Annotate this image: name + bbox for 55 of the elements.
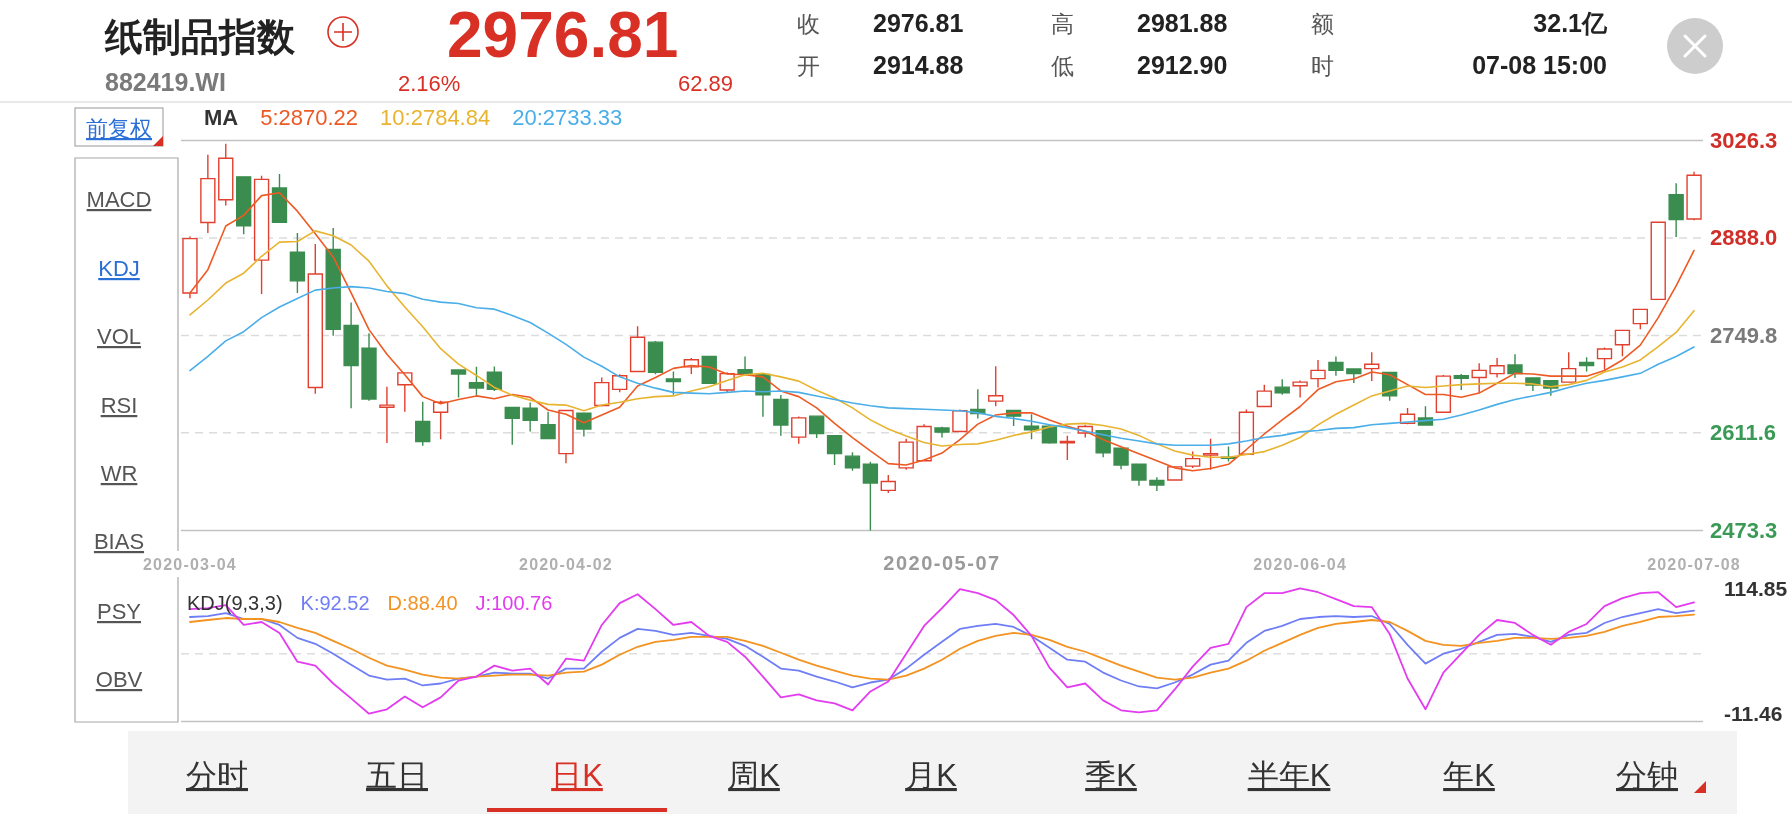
chart-title: 纸制品指数: [104, 16, 296, 58]
series-label: K:92.52: [300, 592, 370, 615]
y-tick-label: 3026.3: [1710, 127, 1778, 153]
text: RSI: [100, 393, 138, 418]
text: VOL: [96, 324, 142, 349]
text: WR: [100, 461, 138, 486]
legend-title: MA: [204, 105, 239, 131]
text: 高: [1051, 11, 1074, 37]
text: 低: [1051, 53, 1074, 79]
text: 日K: [551, 758, 604, 793]
text: 分时: [186, 758, 248, 793]
text: 月K: [905, 758, 958, 793]
text: 额: [1311, 11, 1334, 37]
text: 2912.90: [1137, 51, 1228, 79]
text: 时: [1311, 53, 1334, 79]
text: J:100.76: [475, 592, 553, 615]
y-tick-label: 114.85: [1724, 576, 1788, 600]
text: 五日: [366, 758, 428, 793]
text: 分钟: [1616, 758, 1678, 793]
text: 开: [797, 53, 820, 79]
x-tick-label: 2020-05-07: [883, 552, 1001, 575]
text: 2981.88: [1137, 9, 1228, 37]
text: 周K: [728, 758, 781, 793]
text: 2976.81: [873, 9, 964, 37]
x-tick-label: 2020-04-02: [519, 556, 613, 574]
text: 2914.88: [873, 51, 964, 79]
text: 收: [797, 11, 820, 37]
text: 2.16%: [398, 71, 461, 96]
y-tick-label: 2749.8: [1710, 322, 1778, 348]
x-tick-label: 2020-03-04: [143, 556, 237, 574]
chart-subtitle: 882419.WI: [105, 68, 226, 96]
text: 5:2870.22: [260, 105, 359, 131]
text: 32.1亿: [1533, 9, 1608, 37]
text: OBV: [95, 667, 143, 692]
text: 62.89: [677, 71, 733, 96]
text: 20:2733.33: [512, 105, 623, 131]
x-tick-label: 2020-06-04: [1253, 556, 1348, 574]
y-tick-label: 2888.0: [1710, 225, 1778, 251]
text: KDJ: [98, 256, 140, 281]
text: 2976.81: [447, 0, 679, 71]
y-tick-label: 2473.3: [1710, 517, 1778, 543]
y-tick-label: 2611.6: [1710, 420, 1777, 446]
text: 半年K: [1247, 758, 1331, 793]
text: MACD: [86, 187, 152, 212]
y-tick-label: -11.46: [1724, 702, 1783, 726]
text: 07-08 15:00: [1472, 51, 1607, 79]
text: D:88.40: [387, 592, 458, 615]
legend-title: KDJ(9,3,3): [187, 592, 283, 615]
text: 前复权: [86, 116, 152, 141]
x-tick-label: 2020-07-08: [1647, 556, 1741, 574]
text: PSY: [96, 599, 142, 624]
text: 年K: [1443, 758, 1496, 793]
text: BIAS: [93, 529, 145, 554]
text: 季K: [1085, 758, 1138, 793]
text: 10:2784.84: [380, 105, 491, 131]
